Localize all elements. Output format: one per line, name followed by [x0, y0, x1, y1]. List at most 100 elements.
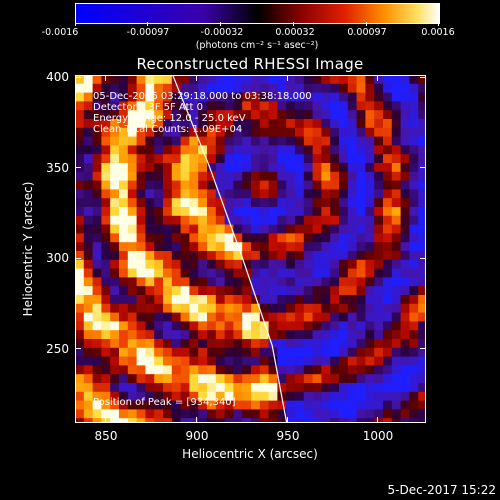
- heatmap-cell: [127, 198, 138, 208]
- heatmap-cell: [400, 127, 410, 138]
- heatmap-cell: [83, 303, 94, 314]
- heatmap-cell: [171, 400, 182, 410]
- heatmap-cell: [251, 110, 261, 120]
- heatmap-cell: [365, 391, 375, 402]
- heatmap-cell: [110, 418, 120, 423]
- heatmap-cell: [330, 303, 340, 314]
- heatmap-cell: [330, 356, 340, 366]
- heatmap-cell: [259, 75, 270, 85]
- heatmap-cell: [374, 180, 384, 190]
- heatmap-cell: [119, 154, 129, 164]
- heatmap-cell: [198, 251, 208, 261]
- heatmap-cell: [180, 233, 190, 243]
- heatmap-cell: [75, 171, 85, 182]
- heatmap-cell: [286, 268, 296, 278]
- heatmap-cell: [233, 198, 243, 208]
- heatmap-cell: [295, 127, 305, 138]
- heatmap-cell: [339, 180, 349, 190]
- heatmap-cell: [400, 303, 410, 314]
- heatmap-cell: [400, 198, 410, 208]
- heatmap-cell: [83, 251, 94, 261]
- heatmap-cell: [321, 303, 331, 314]
- heatmap-cell: [145, 189, 155, 199]
- heatmap-cell: [339, 92, 349, 102]
- heatmap-cell: [198, 224, 208, 234]
- heatmap-cell: [180, 321, 190, 331]
- heatmap-cell: [365, 418, 375, 423]
- heatmap-cell: [251, 356, 261, 366]
- heatmap-cell: [83, 215, 94, 226]
- heatmap-cell: [347, 136, 358, 146]
- heatmap-cell: [75, 347, 85, 358]
- heatmap-cell: [75, 110, 85, 120]
- heatmap-cell: [163, 286, 173, 296]
- heatmap-cell: [101, 409, 111, 419]
- heatmap-cell: [277, 83, 287, 94]
- heatmap-cell: [339, 171, 349, 182]
- heatmap-cell: [400, 409, 410, 419]
- heatmap-cell: [347, 409, 358, 419]
- heatmap-cell: [268, 277, 278, 287]
- heatmap-cell: [347, 171, 358, 182]
- heatmap-cell: [391, 400, 402, 410]
- heatmap-cell: [215, 365, 226, 375]
- heatmap-cell: [92, 277, 102, 287]
- heatmap-cell: [383, 198, 393, 208]
- heatmap-cell: [312, 251, 322, 261]
- heatmap-cell: [224, 330, 234, 340]
- heatmap-cell: [163, 180, 173, 190]
- heatmap-cell: [251, 374, 261, 384]
- heatmap-cell: [409, 365, 419, 375]
- heatmap-cell: [242, 259, 252, 270]
- heatmap-cell: [207, 251, 217, 261]
- heatmap-cell: [171, 171, 182, 182]
- heatmap-cell: [347, 303, 358, 314]
- heatmap-cell: [277, 330, 287, 340]
- heatmap-cell: [409, 189, 419, 199]
- heatmap-cell: [277, 215, 287, 226]
- heatmap-cell: [365, 224, 375, 234]
- plot-frame: [75, 75, 426, 423]
- heatmap-cell: [83, 163, 94, 173]
- heatmap-cell: [251, 259, 261, 270]
- heatmap-cell: [286, 92, 296, 102]
- heatmap-cell: [383, 75, 393, 85]
- heatmap-cell: [347, 251, 358, 261]
- heatmap-cell: [330, 339, 340, 349]
- heatmap-cell: [365, 339, 375, 349]
- heatmap-cell: [171, 259, 182, 270]
- heatmap-cell: [347, 339, 358, 349]
- heatmap-cell: [207, 383, 217, 393]
- heatmap-cell: [207, 136, 217, 146]
- heatmap-cell: [110, 251, 120, 261]
- heatmap-cell: [391, 295, 402, 305]
- heatmap-cell: [303, 277, 314, 287]
- heatmap-cell: [180, 418, 190, 423]
- heatmap-cell: [207, 339, 217, 349]
- heatmap-cell: [92, 189, 102, 199]
- heatmap-cell: [409, 119, 419, 129]
- heatmap-cell: [409, 347, 419, 358]
- heatmap-cell: [321, 207, 331, 217]
- heatmap-cell: [119, 92, 129, 102]
- heatmap-cell: [391, 259, 402, 270]
- heatmap-cell: [251, 189, 261, 199]
- heatmap-cell: [198, 154, 208, 164]
- heatmap-cell: [110, 312, 120, 322]
- heatmap-cell: [136, 303, 146, 314]
- heatmap-cell: [224, 127, 234, 138]
- heatmap-cell: [145, 374, 155, 384]
- heatmap-cell: [110, 356, 120, 366]
- heatmap-cell: [242, 207, 252, 217]
- heatmap-cell: [101, 145, 111, 155]
- heatmap-cell: [295, 119, 305, 129]
- heatmap-cell: [127, 215, 138, 226]
- heatmap-cell: [224, 136, 234, 146]
- heatmap-cell: [127, 145, 138, 155]
- heatmap-cell: [418, 365, 426, 375]
- heatmap-cell: [391, 127, 402, 138]
- heatmap-cell: [383, 286, 393, 296]
- heatmap-cell: [119, 391, 129, 402]
- heatmap-cell: [233, 295, 243, 305]
- heatmap-cell: [400, 277, 410, 287]
